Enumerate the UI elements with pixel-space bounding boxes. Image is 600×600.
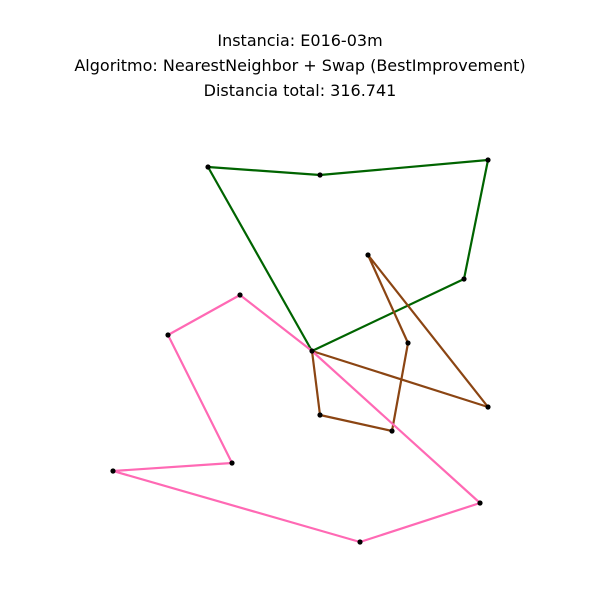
route-line-1 (206, 158, 490, 352)
route-node (389, 428, 395, 434)
route-node (110, 468, 116, 474)
route-node (477, 500, 483, 506)
route-line-3 (111, 293, 482, 544)
route-node (405, 340, 411, 346)
route-node (165, 332, 171, 338)
route-edges (111, 158, 490, 544)
route-node (317, 172, 323, 178)
title-distance: Distancia total: 316.741 (203, 81, 397, 100)
route-node (485, 404, 491, 410)
title-block: Instancia: E016-03m Algoritmo: NearestNe… (0, 28, 600, 103)
title-instance: Instancia: E016-03m (217, 31, 383, 50)
route-line-2 (310, 253, 490, 433)
route-node (237, 292, 243, 298)
route-node (317, 412, 323, 418)
route-nodes (110, 157, 491, 545)
route-node (485, 157, 491, 163)
route-node (309, 348, 315, 354)
title-algorithm: Algoritmo: NearestNeighbor + Swap (BestI… (74, 56, 526, 75)
route-node (229, 460, 235, 466)
route-node (357, 539, 363, 545)
route-node (205, 164, 211, 170)
route-node (461, 276, 467, 282)
route-node (365, 252, 371, 258)
